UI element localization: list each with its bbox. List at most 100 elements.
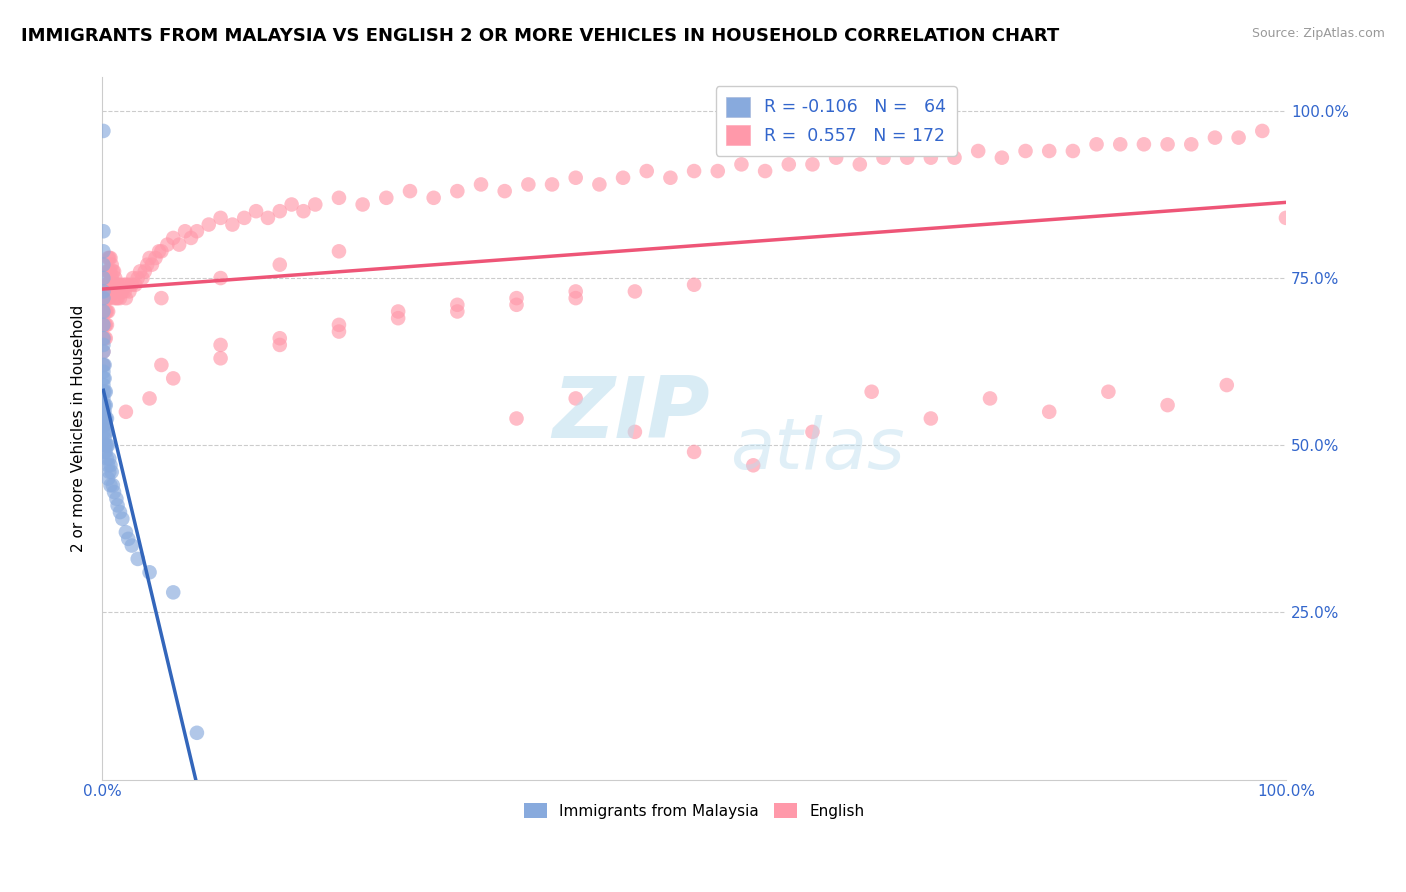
Point <box>94 318 117 332</box>
Point <box>97 472 120 486</box>
Point <box>121 539 143 553</box>
Point <box>93 398 115 412</box>
Point <box>138 251 160 265</box>
Point <box>920 411 942 425</box>
Point <box>280 197 302 211</box>
Point <box>108 505 131 519</box>
Point <box>375 191 398 205</box>
Point <box>98 251 121 265</box>
Point <box>105 291 128 305</box>
Point <box>564 291 586 305</box>
Point <box>98 451 121 466</box>
Point <box>117 277 139 292</box>
Point <box>1275 211 1298 225</box>
Point <box>103 291 125 305</box>
Point <box>103 264 125 278</box>
Point <box>93 411 115 425</box>
Point <box>269 338 291 352</box>
Point <box>148 244 170 259</box>
Point <box>101 478 124 492</box>
Point <box>979 392 1001 406</box>
Point <box>156 237 179 252</box>
Point <box>115 291 138 305</box>
Point <box>96 438 118 452</box>
Point <box>93 371 115 385</box>
Point <box>564 170 586 185</box>
Point <box>505 291 527 305</box>
Point <box>100 258 122 272</box>
Point <box>257 211 280 225</box>
Point <box>1097 384 1119 399</box>
Point <box>93 344 115 359</box>
Point <box>98 465 121 479</box>
Point <box>111 285 134 299</box>
Point <box>162 371 184 385</box>
Point <box>97 277 120 292</box>
Legend: Immigrants from Malaysia, English: Immigrants from Malaysia, English <box>517 797 870 824</box>
Point <box>446 304 468 318</box>
Point <box>94 438 117 452</box>
Point <box>683 164 706 178</box>
Point <box>93 358 115 372</box>
Point <box>245 204 267 219</box>
Point <box>115 525 138 540</box>
Point <box>1062 144 1084 158</box>
Point <box>118 285 141 299</box>
Point <box>1156 137 1178 152</box>
Point <box>131 271 153 285</box>
Point <box>1014 144 1036 158</box>
Point <box>849 157 872 171</box>
Point <box>93 344 115 359</box>
Point <box>896 151 918 165</box>
Point <box>96 318 118 332</box>
Point <box>588 178 610 192</box>
Point <box>97 458 120 473</box>
Point <box>233 211 256 225</box>
Point <box>162 231 184 245</box>
Point <box>1085 137 1108 152</box>
Point <box>103 485 125 500</box>
Point <box>186 726 208 740</box>
Point <box>180 231 202 245</box>
Point <box>470 178 492 192</box>
Point <box>93 285 115 299</box>
Point <box>105 277 128 292</box>
Point <box>145 251 167 265</box>
Point <box>292 204 315 219</box>
Point <box>269 331 291 345</box>
Point <box>98 264 121 278</box>
Point <box>825 151 848 165</box>
Point <box>209 271 232 285</box>
Point <box>124 277 146 292</box>
Point <box>121 277 143 292</box>
Point <box>100 277 122 292</box>
Point <box>778 157 800 171</box>
Point <box>97 264 120 278</box>
Point <box>93 358 115 372</box>
Point <box>96 264 118 278</box>
Point <box>138 392 160 406</box>
Point <box>943 151 966 165</box>
Point <box>93 405 115 419</box>
Point <box>93 365 115 379</box>
Point <box>98 277 121 292</box>
Text: IMMIGRANTS FROM MALAYSIA VS ENGLISH 2 OR MORE VEHICLES IN HOUSEHOLD CORRELATION : IMMIGRANTS FROM MALAYSIA VS ENGLISH 2 OR… <box>21 27 1059 45</box>
Point <box>209 211 232 225</box>
Point <box>150 291 173 305</box>
Point <box>93 358 115 372</box>
Point <box>93 418 115 433</box>
Point <box>127 271 149 285</box>
Point <box>209 338 232 352</box>
Point <box>96 425 118 439</box>
Point <box>93 338 115 352</box>
Point <box>269 258 291 272</box>
Point <box>197 218 219 232</box>
Point <box>97 251 120 265</box>
Point <box>93 445 115 459</box>
Point <box>100 271 122 285</box>
Text: Source: ZipAtlas.com: Source: ZipAtlas.com <box>1251 27 1385 40</box>
Point <box>541 178 564 192</box>
Point <box>93 331 115 345</box>
Point <box>101 277 124 292</box>
Point <box>97 438 120 452</box>
